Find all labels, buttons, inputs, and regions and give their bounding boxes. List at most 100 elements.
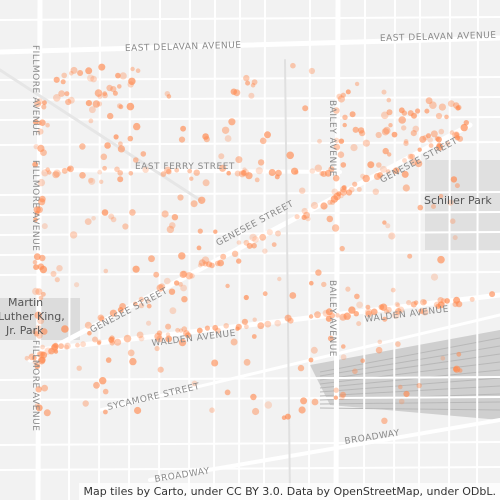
data-point	[314, 311, 321, 319]
data-point	[127, 135, 134, 142]
data-point	[337, 151, 345, 158]
data-point	[165, 323, 172, 330]
minor-street-ns	[213, 0, 216, 500]
data-point	[234, 170, 241, 177]
data-point	[469, 296, 475, 302]
data-point	[146, 320, 152, 326]
data-point	[383, 126, 391, 135]
data-point	[96, 339, 102, 345]
data-point	[58, 90, 65, 97]
data-point	[395, 341, 401, 347]
data-point	[268, 169, 276, 176]
data-point	[257, 322, 265, 330]
minor-street-ns	[158, 0, 161, 500]
data-point	[32, 328, 38, 335]
data-point	[460, 123, 468, 132]
data-point	[236, 258, 242, 264]
data-point	[219, 164, 227, 172]
data-point	[90, 75, 97, 83]
data-point	[395, 308, 402, 315]
data-point	[67, 96, 75, 104]
data-point	[135, 68, 141, 73]
data-point	[385, 223, 391, 229]
data-point	[320, 170, 327, 177]
data-point	[40, 149, 47, 157]
data-point	[340, 391, 346, 398]
data-point	[118, 104, 124, 110]
data-point	[60, 79, 66, 85]
data-point	[168, 288, 176, 295]
data-point	[36, 98, 43, 105]
data-point	[103, 268, 109, 274]
data-point	[381, 128, 390, 136]
data-point	[209, 407, 215, 414]
data-point	[34, 363, 41, 369]
data-point	[252, 236, 259, 243]
data-point	[53, 94, 61, 102]
data-point	[138, 302, 145, 309]
rail-track	[319, 345, 500, 377]
data-point	[41, 223, 48, 230]
minor-street-ns	[418, 0, 421, 500]
minor-street-ew	[0, 466, 500, 471]
data-point	[362, 139, 370, 147]
data-point	[409, 153, 415, 160]
map-attribution[interactable]: Map tiles by Carto, under CC BY 3.0. Dat…	[79, 483, 500, 500]
data-point	[101, 209, 109, 216]
data-point	[142, 166, 149, 173]
data-points	[24, 62, 496, 424]
data-point	[37, 128, 44, 135]
data-point	[264, 131, 271, 139]
data-point	[352, 368, 358, 375]
data-point	[430, 273, 439, 281]
data-point	[37, 351, 45, 359]
data-point	[298, 406, 306, 414]
data-point	[246, 242, 253, 249]
data-point	[332, 174, 340, 182]
minor-street-ew	[0, 96, 500, 101]
minor-street-ns	[476, 0, 479, 500]
data-point	[217, 259, 225, 267]
data-point	[38, 198, 46, 206]
beltline-rail	[284, 59, 291, 500]
data-point	[129, 357, 137, 366]
data-point	[33, 331, 40, 337]
data-point	[376, 162, 382, 168]
data-point	[382, 316, 388, 322]
data-point	[243, 74, 250, 82]
data-point	[54, 277, 60, 283]
data-point	[311, 398, 319, 406]
data-point	[74, 282, 80, 288]
data-point	[300, 397, 308, 405]
data-point	[235, 326, 240, 331]
data-point	[274, 319, 282, 327]
data-point	[377, 172, 384, 179]
data-point	[339, 394, 345, 401]
data-point	[31, 355, 37, 361]
data-point	[444, 114, 449, 120]
data-point	[79, 143, 86, 150]
data-point	[333, 395, 338, 400]
data-point	[259, 233, 267, 241]
data-point	[410, 301, 417, 308]
data-point	[80, 341, 86, 348]
data-point	[34, 100, 42, 108]
data-point	[371, 308, 378, 316]
data-point	[56, 265, 63, 272]
data-point	[112, 90, 118, 96]
data-point	[154, 345, 160, 352]
data-point	[262, 291, 268, 297]
data-point	[128, 77, 136, 86]
east-delavan-road	[0, 35, 500, 55]
data-point	[35, 404, 43, 412]
data-point	[305, 216, 311, 222]
data-point	[245, 80, 251, 86]
data-point	[70, 66, 78, 74]
data-point	[99, 377, 107, 385]
data-point	[431, 204, 436, 209]
data-point	[119, 72, 127, 80]
data-point	[106, 84, 113, 92]
data-point	[382, 147, 389, 155]
data-point	[99, 179, 104, 184]
